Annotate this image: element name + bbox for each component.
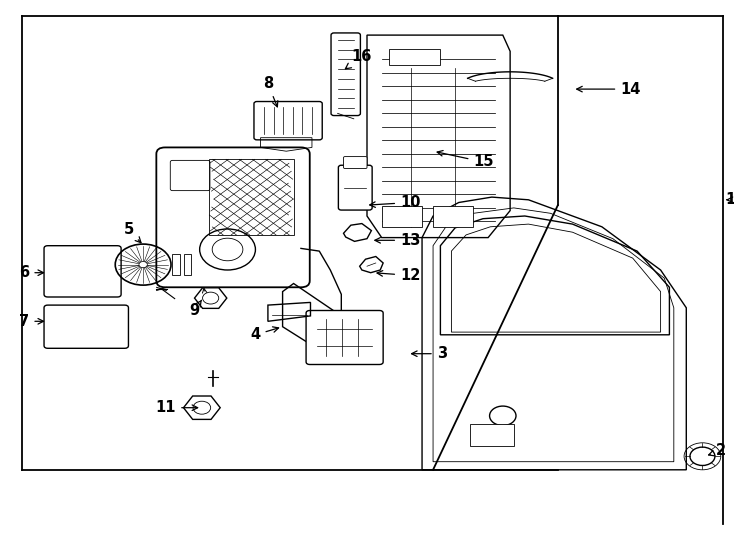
Bar [382,206,422,227]
FancyBboxPatch shape [254,102,322,140]
Text: 16: 16 [346,49,372,69]
FancyBboxPatch shape [44,305,128,348]
Bar [172,254,180,275]
Text: 4: 4 [250,327,279,342]
Text: 6: 6 [19,265,43,280]
FancyBboxPatch shape [156,147,310,287]
FancyBboxPatch shape [44,246,121,297]
Text: 3: 3 [412,346,447,361]
Bar [433,206,473,227]
FancyBboxPatch shape [170,160,210,191]
Text: 12: 12 [377,268,421,283]
FancyBboxPatch shape [344,157,367,168]
Text: 14: 14 [577,82,641,97]
Text: 11: 11 [156,400,197,415]
Text: 2: 2 [708,443,726,458]
Circle shape [139,261,148,268]
Text: 8: 8 [263,76,277,107]
FancyBboxPatch shape [306,310,383,365]
FancyBboxPatch shape [331,33,360,116]
Bar [184,254,191,275]
Text: 10: 10 [370,195,421,210]
Text: 5: 5 [123,222,141,242]
Bar [389,49,440,65]
Text: 7: 7 [19,314,43,329]
Bar [470,424,514,446]
Text: 1: 1 [725,192,734,207]
Text: 15: 15 [437,151,494,170]
FancyBboxPatch shape [338,165,372,210]
Text: 13: 13 [375,233,421,248]
Text: 9: 9 [189,300,202,318]
